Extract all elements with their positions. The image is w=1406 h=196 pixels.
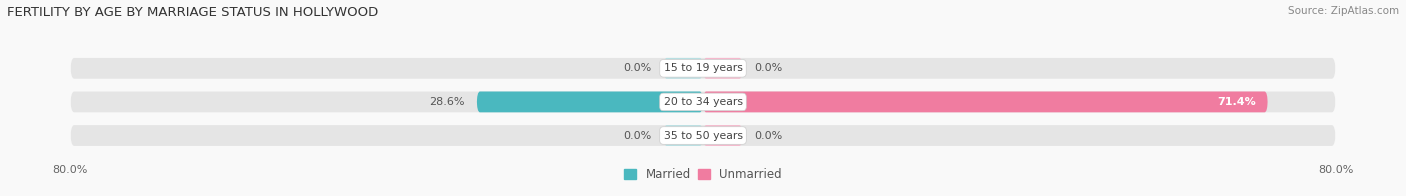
FancyBboxPatch shape [664,125,703,146]
FancyBboxPatch shape [70,125,1336,146]
FancyBboxPatch shape [703,58,742,79]
Text: 0.0%: 0.0% [755,131,783,141]
FancyBboxPatch shape [70,58,1336,79]
Text: 20 to 34 years: 20 to 34 years [664,97,742,107]
FancyBboxPatch shape [477,92,703,112]
Text: Source: ZipAtlas.com: Source: ZipAtlas.com [1288,6,1399,16]
Text: 35 to 50 years: 35 to 50 years [664,131,742,141]
Text: 0.0%: 0.0% [623,63,651,73]
Text: 0.0%: 0.0% [623,131,651,141]
Legend: Married, Unmarried: Married, Unmarried [624,168,782,181]
Text: 71.4%: 71.4% [1218,97,1256,107]
FancyBboxPatch shape [703,125,742,146]
FancyBboxPatch shape [664,58,703,79]
FancyBboxPatch shape [703,92,1268,112]
Text: 15 to 19 years: 15 to 19 years [664,63,742,73]
Text: FERTILITY BY AGE BY MARRIAGE STATUS IN HOLLYWOOD: FERTILITY BY AGE BY MARRIAGE STATUS IN H… [7,6,378,19]
FancyBboxPatch shape [70,92,1336,112]
Text: 28.6%: 28.6% [429,97,465,107]
Text: 0.0%: 0.0% [755,63,783,73]
